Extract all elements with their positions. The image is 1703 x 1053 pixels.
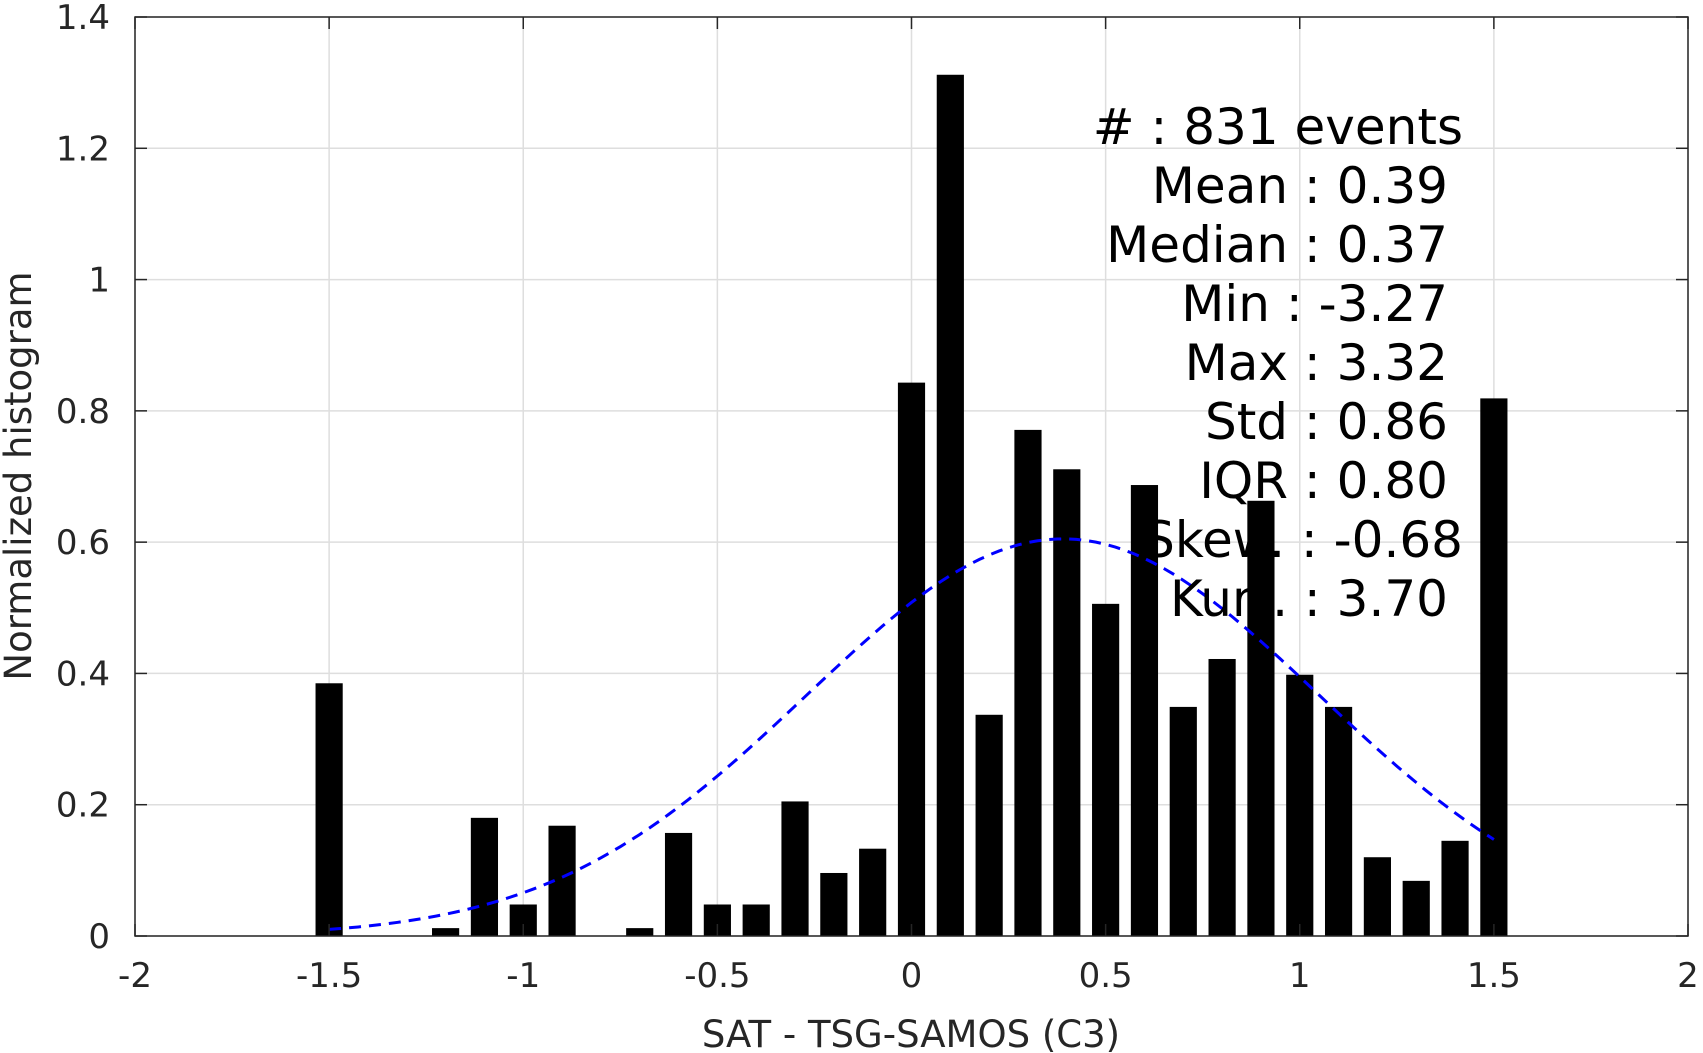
histogram-bar [432,928,460,936]
stat-annotation: # : 831 events [1093,98,1463,156]
x-tick-label: 2 [1677,956,1699,996]
y-tick-label: 1 [88,261,110,301]
stat-annotation: Std : 0.86 [1205,393,1448,451]
y-tick-label: 1.2 [56,129,110,169]
x-tick-label: -1.5 [296,956,362,996]
stat-annotation: Min : -3.27 [1181,275,1448,333]
histogram-bar [742,904,770,936]
stat-annotation: Mean : 0.39 [1152,157,1448,215]
histogram-bar [1247,500,1275,936]
x-tick-label: -1 [506,956,540,996]
histogram-bar [315,683,343,936]
histogram-bar [1441,840,1469,936]
histogram-bar [1480,398,1508,936]
histogram-bar [820,872,848,936]
histogram-bar [1324,706,1353,936]
histogram-bar [1053,469,1081,936]
histogram-bar [1014,429,1042,936]
histogram-bar [781,801,809,936]
histogram-bar [859,848,887,936]
histogram-bars [315,74,1508,936]
stat-annotation: Median : 0.37 [1106,216,1448,274]
x-tick-label: 0.5 [1079,956,1133,996]
x-axis-label: SAT - TSG-SAMOS (C3) [702,1013,1120,1053]
histogram-bar [936,74,964,936]
y-tick-label: 1.4 [56,0,110,38]
stat-annotation: Kurt. : 3.70 [1170,570,1448,628]
histogram-bar [975,714,1003,936]
stat-annotation: Max : 3.32 [1185,334,1448,392]
histogram-bar [1363,857,1391,936]
stat-annotation: IQR : 0.80 [1199,452,1448,510]
x-tick-label: 1 [1289,956,1311,996]
y-tick-label: 0.6 [56,523,110,563]
y-tick-label: 0.2 [56,786,110,826]
x-tick-label: -0.5 [684,956,750,996]
y-tick-label: 0.4 [56,654,110,694]
x-tick-label: -2 [118,956,152,996]
histogram-bar [1286,674,1314,936]
x-tick-label: 1.5 [1467,956,1521,996]
x-tick-label: 0 [901,956,923,996]
histogram-bar [1130,485,1159,936]
histogram-bar [1092,603,1120,936]
y-tick-labels: 0 0.2 0.4 0.6 0.8 1 1.2 1.4 [56,0,110,957]
y-tick-label: 0.8 [56,392,110,432]
histogram-bar [470,817,499,936]
histogram-bar [1402,880,1430,936]
axis-ticks [134,16,1689,937]
histogram-bar [897,382,926,936]
gaussian-fit-curve [329,537,1495,931]
histogram-bar [626,928,654,936]
stat-annotation: Skew. : -0.68 [1143,511,1463,569]
histogram-bar [1208,658,1236,936]
y-axis-label: Normalized histogram [0,271,40,680]
histogram-bar [664,832,693,936]
x-tick-labels: -2 -1.5 -1 -0.5 0 0.5 1 1.5 2 [118,956,1699,996]
histogram-bar [1169,706,1197,936]
y-tick-label: 0 [88,917,110,957]
